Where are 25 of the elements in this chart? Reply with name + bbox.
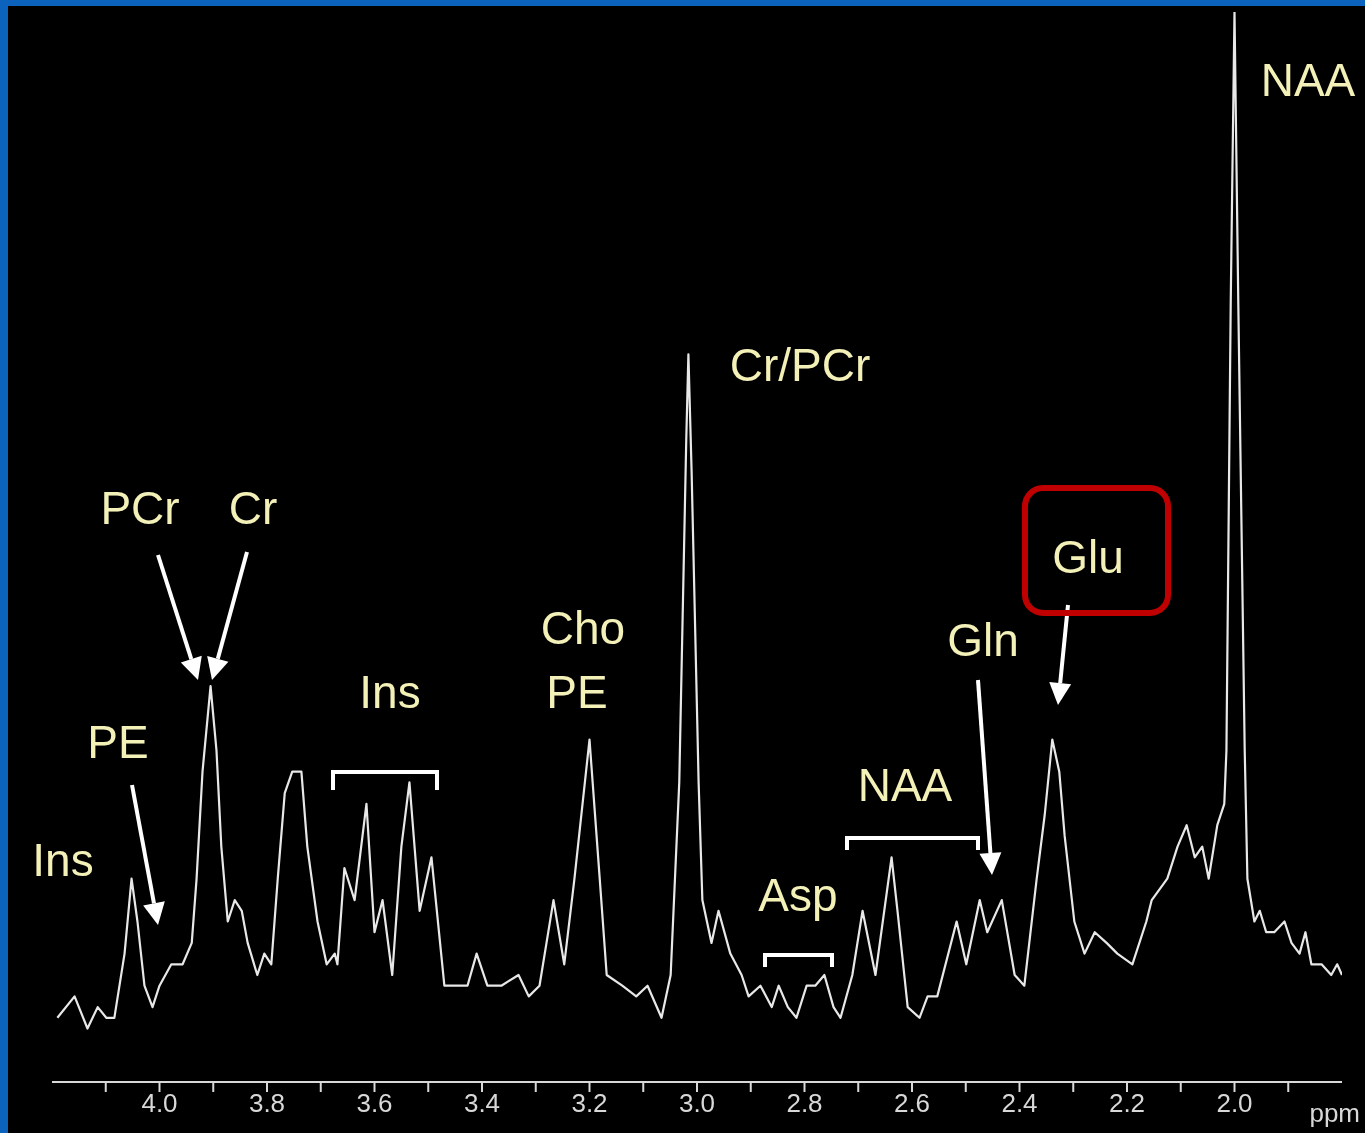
annotation: NAA [1260, 54, 1356, 106]
x-tick-label: 2.8 [786, 1088, 823, 1119]
x-tick-label: 4.0 [141, 1088, 178, 1119]
annotation: Ins [359, 666, 421, 718]
x-tick-label: 3.8 [248, 1088, 286, 1119]
annotation: PE [546, 666, 608, 718]
annotation: PE [87, 716, 149, 768]
x-tick-label: 3.4 [463, 1088, 501, 1119]
annotation: Ins [32, 834, 94, 886]
x-tick-label: 2.6 [893, 1088, 931, 1119]
x-tick-label: 2.0 [1216, 1088, 1253, 1119]
annotation: NAA [857, 759, 953, 811]
x-tick-label: 3.6 [356, 1088, 393, 1119]
annotation: Cr/PCr [729, 339, 871, 391]
x-axis-title: ppm [1309, 1098, 1360, 1128]
annotation: Cho [540, 602, 626, 654]
annotation: PCr [100, 482, 180, 534]
annotation: Glu [1052, 531, 1124, 583]
x-tick-label: 2.2 [1108, 1088, 1146, 1119]
x-tick-label: 2.4 [1001, 1088, 1038, 1119]
x-tick-label: 3.2 [571, 1088, 608, 1119]
annotation: Gln [947, 614, 1019, 666]
annotation: Asp [758, 869, 838, 921]
x-tick-label: 3.0 [678, 1088, 716, 1119]
annotation: Cr [228, 482, 278, 534]
